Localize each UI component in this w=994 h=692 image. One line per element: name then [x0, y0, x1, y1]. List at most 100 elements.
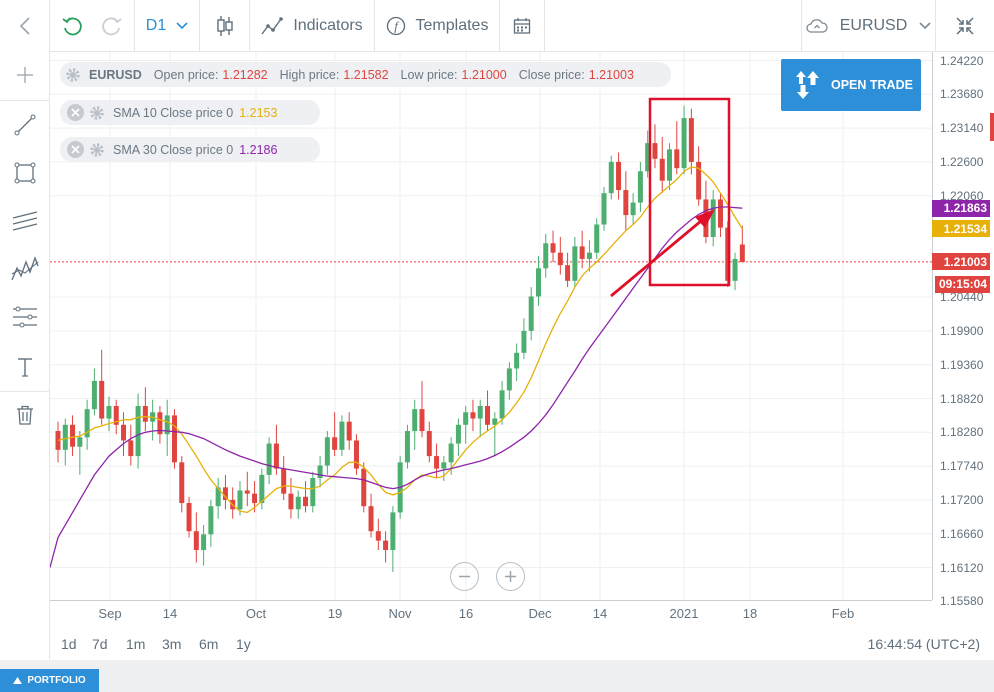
indicator-value: 1.2186 [239, 142, 278, 157]
indicators-button[interactable]: Indicators [250, 0, 375, 51]
crosshair-tool[interactable] [0, 55, 49, 95]
candle-bull [201, 534, 207, 550]
fibonacci-tool[interactable] [0, 297, 49, 337]
chevron-up-icon [13, 677, 23, 684]
candle-bull [572, 246, 578, 281]
annotation-arrowhead [695, 209, 715, 228]
period-3m-button[interactable]: 3m [162, 636, 182, 652]
settings-icon[interactable] [64, 66, 81, 83]
time-tick-label: 2021 [669, 606, 699, 621]
candle-bear [222, 487, 228, 500]
candle-bull [62, 424, 68, 450]
candle-bear [179, 462, 185, 504]
candle-bull [448, 443, 454, 463]
price-tick-label: 1.19900 [940, 323, 984, 338]
candle-bear [171, 415, 177, 463]
delete-drawings-button[interactable] [0, 395, 49, 435]
templates-button[interactable]: f Templates [375, 0, 500, 51]
price-tick-label: 1.16660 [940, 526, 984, 541]
chevron-down-icon [919, 21, 931, 29]
last-price-tag: 1.21003 [932, 253, 990, 271]
period-6m-button[interactable]: 6m [199, 636, 219, 652]
svg-text:f: f [394, 18, 400, 33]
collapse-icon [956, 16, 974, 35]
candlestick-icon [216, 15, 233, 36]
candle-bull [441, 462, 447, 469]
chart-type-button[interactable] [200, 0, 250, 51]
candle-bull [586, 252, 592, 259]
zoom-out-button[interactable] [450, 562, 479, 591]
time-tick-label: 19 [327, 606, 343, 621]
indicator-label: SMA 30 Close price 0 [113, 142, 234, 157]
candle-bull [506, 368, 512, 391]
indicator-value: 1.2153 [239, 105, 278, 120]
candle-bear [383, 540, 389, 550]
candle-bull [667, 149, 673, 181]
candle-bear [375, 531, 381, 541]
candle-bear [688, 118, 694, 162]
portfolio-button[interactable]: PORTFOLIO [0, 669, 99, 692]
timeframe-value: D1 [145, 16, 167, 34]
text-tool[interactable] [0, 347, 49, 387]
remove-indicator-icon[interactable] [67, 141, 84, 158]
calendar-button[interactable] [500, 0, 545, 51]
candle-bear [485, 406, 491, 425]
channel-tool[interactable] [0, 201, 49, 241]
open-trade-button[interactable]: OPEN TRADE [781, 59, 921, 111]
chart-grid [50, 52, 932, 600]
price-tick-label: 1.19360 [940, 357, 984, 372]
rectangle-tool[interactable] [0, 153, 49, 193]
candle-bear [193, 531, 199, 550]
candle-bear [616, 161, 622, 191]
candle-bull [514, 352, 520, 369]
fullscreen-button[interactable] [936, 0, 994, 51]
fibonacci-icon [12, 306, 37, 328]
candle-bear [281, 468, 287, 494]
candle-bull [521, 330, 527, 353]
period-7d-button[interactable]: 7d [92, 636, 108, 652]
price-chart[interactable] [50, 52, 932, 600]
candle-bull [543, 243, 549, 269]
candle-bear [346, 421, 352, 441]
candle-bull [528, 296, 534, 331]
sma10-line [57, 166, 743, 514]
candle-countdown: 09:15:04 [935, 275, 990, 293]
remove-indicator-icon[interactable] [67, 104, 84, 121]
price-tick-label: 1.18280 [940, 425, 984, 440]
open-value: 1.21282 [222, 67, 268, 82]
candle-bull [317, 465, 323, 478]
price-axis-marker [990, 113, 994, 141]
candle-bear [288, 493, 294, 510]
portfolio-label: PORTFOLIO [27, 675, 86, 686]
zoom-in-button[interactable] [496, 562, 525, 591]
symbol-select[interactable]: EURUSD [801, 0, 936, 51]
period-1y-button[interactable]: 1y [236, 636, 251, 652]
redo-icon[interactable] [101, 15, 123, 37]
candle-bull [681, 118, 687, 169]
candle-bear [273, 443, 279, 469]
period-1m-button[interactable]: 1m [126, 636, 146, 652]
candle-bull [106, 406, 112, 419]
back-button[interactable] [0, 0, 50, 51]
candle-bull [295, 496, 301, 510]
candle-bear [70, 424, 76, 447]
pattern-tool[interactable] [0, 249, 49, 289]
period-1d-button[interactable]: 1d [61, 636, 77, 652]
candle-bull [630, 202, 636, 216]
candle-bull [135, 406, 141, 457]
indicator-settings-icon[interactable] [88, 141, 105, 158]
drawing-tools-sidebar [0, 51, 50, 659]
time-tick-label: Nov [388, 606, 412, 621]
candle-bull [339, 421, 345, 450]
indicators-icon [261, 16, 284, 34]
undo-icon[interactable] [61, 15, 83, 37]
candle-bull [732, 258, 738, 281]
price-tick-label: 1.23680 [940, 87, 984, 102]
trend-line-tool[interactable] [0, 105, 49, 145]
chevron-left-icon [19, 16, 30, 35]
candle-bear [565, 265, 571, 281]
timeframe-select[interactable]: D1 [135, 0, 200, 51]
annotation-arrow [610, 214, 708, 298]
indicator-settings-icon[interactable] [88, 104, 105, 121]
candle-bull [324, 437, 330, 466]
